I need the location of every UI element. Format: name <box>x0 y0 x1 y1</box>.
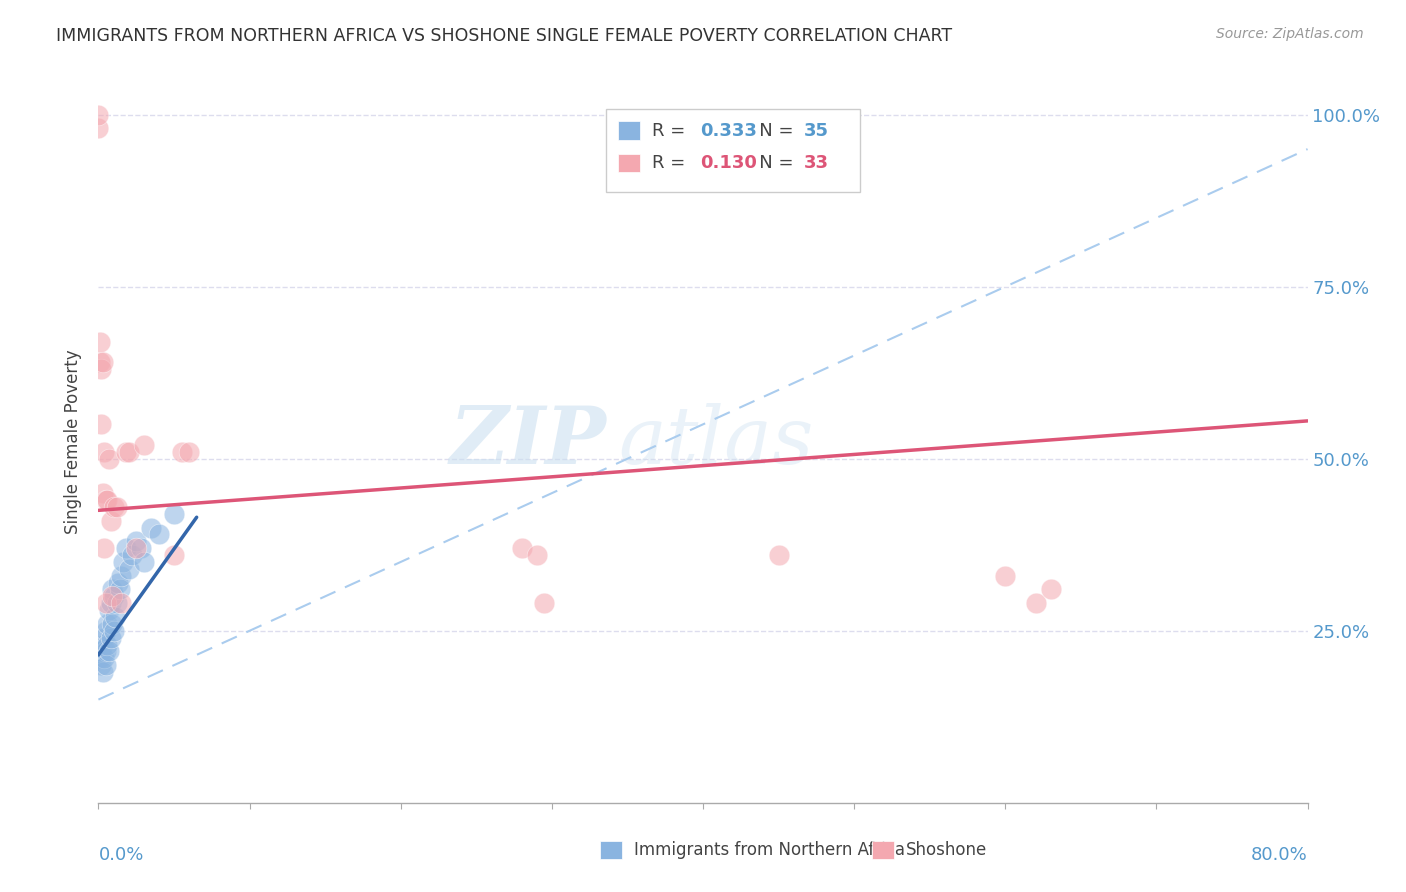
Point <box>90 362 112 376</box>
Text: atlas: atlas <box>619 403 814 480</box>
Point <box>96 493 118 508</box>
Point <box>148 527 170 541</box>
Point <box>96 616 118 631</box>
Point <box>94 658 117 673</box>
Point <box>94 493 117 508</box>
Point <box>89 334 111 349</box>
Point <box>100 514 122 528</box>
Point <box>91 638 114 652</box>
Point <box>89 651 111 665</box>
FancyBboxPatch shape <box>600 841 621 859</box>
Point <box>94 624 117 638</box>
Point <box>100 631 122 645</box>
Point <box>98 451 121 466</box>
Point <box>994 568 1017 582</box>
Point <box>104 610 127 624</box>
Point <box>526 548 548 562</box>
Text: 33: 33 <box>803 154 828 172</box>
Point <box>510 541 533 556</box>
Point <box>101 582 124 597</box>
Point <box>1024 596 1046 610</box>
Point <box>93 651 115 665</box>
Point <box>100 596 122 610</box>
Point <box>114 445 136 459</box>
Point <box>91 486 114 500</box>
Point <box>103 590 125 604</box>
Point <box>94 644 117 658</box>
Text: 80.0%: 80.0% <box>1251 847 1308 864</box>
Point <box>91 665 114 679</box>
Point <box>105 596 128 610</box>
Point <box>768 548 790 562</box>
Point <box>132 438 155 452</box>
Point <box>163 548 186 562</box>
Text: 0.0%: 0.0% <box>98 847 143 864</box>
Point <box>107 575 129 590</box>
Point <box>118 562 141 576</box>
Point <box>90 644 112 658</box>
Text: R =: R = <box>652 154 692 172</box>
Point <box>129 541 152 556</box>
Point <box>141 520 163 534</box>
FancyBboxPatch shape <box>619 153 640 172</box>
Point <box>96 638 118 652</box>
Point <box>101 590 124 604</box>
Text: 0.333: 0.333 <box>700 122 758 140</box>
Text: N =: N = <box>742 122 799 140</box>
Point <box>93 445 115 459</box>
Text: ZIP: ZIP <box>450 403 606 480</box>
Point <box>98 644 121 658</box>
Text: Source: ZipAtlas.com: Source: ZipAtlas.com <box>1216 27 1364 41</box>
Point <box>114 541 136 556</box>
Point <box>90 658 112 673</box>
Text: 35: 35 <box>803 122 828 140</box>
Point <box>125 534 148 549</box>
Point <box>121 548 143 562</box>
Point <box>110 596 132 610</box>
Point <box>111 555 134 569</box>
Point <box>90 417 112 432</box>
FancyBboxPatch shape <box>619 121 640 139</box>
Point <box>98 603 121 617</box>
Point <box>94 596 117 610</box>
Point <box>1039 582 1062 597</box>
Point <box>103 624 125 638</box>
Point <box>91 355 114 369</box>
FancyBboxPatch shape <box>872 841 894 859</box>
Text: 0.130: 0.130 <box>700 154 758 172</box>
Point <box>170 445 193 459</box>
Text: Shoshone: Shoshone <box>905 841 987 859</box>
FancyBboxPatch shape <box>606 109 860 193</box>
Text: R =: R = <box>652 122 692 140</box>
Point <box>105 500 128 514</box>
Point <box>108 582 131 597</box>
Point <box>103 500 125 514</box>
Text: N =: N = <box>742 154 799 172</box>
Point <box>125 541 148 556</box>
Point <box>89 355 111 369</box>
Point <box>179 445 201 459</box>
Point <box>93 631 115 645</box>
Point <box>118 445 141 459</box>
Point <box>93 541 115 556</box>
Y-axis label: Single Female Poverty: Single Female Poverty <box>65 350 83 533</box>
Point <box>87 121 110 136</box>
Point <box>87 108 110 122</box>
Point <box>163 507 186 521</box>
Point <box>132 555 155 569</box>
Point <box>101 616 124 631</box>
Point <box>533 596 555 610</box>
Text: Immigrants from Northern Africa: Immigrants from Northern Africa <box>634 841 905 859</box>
Text: IMMIGRANTS FROM NORTHERN AFRICA VS SHOSHONE SINGLE FEMALE POVERTY CORRELATION CH: IMMIGRANTS FROM NORTHERN AFRICA VS SHOSH… <box>56 27 952 45</box>
Point <box>110 568 132 582</box>
